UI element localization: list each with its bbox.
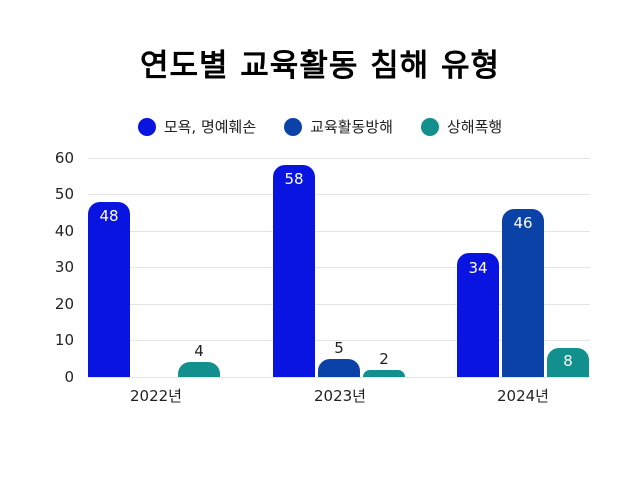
bar-2022-insult [88,202,130,377]
bar-2023-obstruction [318,359,360,377]
bar-label: 2 [379,350,389,368]
legend-item-insult: 모욕, 명예훼손 [137,116,257,137]
gridline [88,304,590,305]
y-tick: 40 [54,222,74,240]
legend-item-assault: 상해폭행 [420,116,503,137]
y-tick: 0 [64,368,74,386]
legend-label: 상해폭행 [446,118,503,136]
x-tick: 2023년 [314,387,366,405]
legend-dot-icon [420,117,439,136]
bar-label: 5 [334,339,344,357]
gridline [88,194,590,195]
bar-2023-assault [363,370,405,377]
chart-title: 연도별 교육활동 침해 유형 [139,48,501,84]
legend-label: 모욕, 명예훼손 [163,118,257,136]
bar-2024-insult [457,253,499,377]
bar-label: 46 [513,214,533,232]
y-tick: 60 [54,149,74,167]
legend-dot-icon [284,117,303,136]
x-tick: 2022년 [130,387,182,405]
legend-item-obstruction: 교육활동방해 [284,116,393,137]
bar-2024-assault [547,348,589,377]
y-tick: 50 [54,185,74,203]
gridline [88,158,590,159]
legend-dot-icon [137,117,156,136]
y-tick: 20 [54,295,74,313]
gridline-baseline [88,377,590,378]
gridline [88,340,590,341]
legend-label: 교육활동방해 [310,118,393,136]
gridline [88,231,590,232]
legend: 모욕, 명예훼손 교육활동방해 상해폭행 [0,116,640,137]
bar-label: 8 [563,352,573,370]
gridline [88,267,590,268]
bar-2024-obstruction [502,209,544,377]
y-tick: 30 [54,258,74,276]
bar-label: 58 [284,170,304,188]
y-tick: 10 [54,331,74,349]
bar-label: 34 [468,259,488,277]
bar-label: 48 [99,207,119,225]
bar-2023-insult [273,165,315,377]
bar-label: 4 [194,342,204,360]
x-tick: 2024년 [497,387,549,405]
bar-2022-assault [178,362,220,377]
